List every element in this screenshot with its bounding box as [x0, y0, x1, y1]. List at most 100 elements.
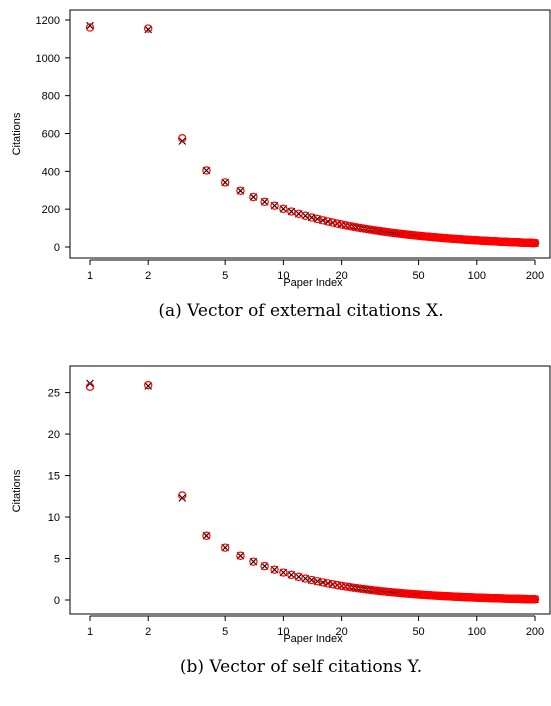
y-tick-label: 0 — [54, 595, 60, 607]
x-axis-title-a: Paper Index — [283, 277, 343, 289]
circle-point — [236, 186, 245, 195]
y-tick-label: 600 — [42, 129, 60, 141]
circle-point — [328, 580, 337, 589]
y-tick-label: 800 — [42, 91, 60, 103]
circle-point — [530, 238, 540, 248]
y-tick-label: 200 — [42, 204, 60, 216]
x-tick-label: 100 — [468, 270, 486, 282]
circle-point — [365, 225, 375, 234]
y-tick-label: 1000 — [36, 53, 60, 65]
circle-point — [270, 201, 279, 210]
circle-point — [301, 211, 310, 220]
y-axis-title-b: Citations — [11, 469, 23, 512]
x-tick-label: 50 — [412, 270, 424, 282]
circle-point — [144, 24, 153, 33]
circle-point — [85, 23, 95, 32]
x-tick-label: 2 — [145, 626, 151, 638]
circle-point — [318, 578, 328, 587]
circle-point — [313, 214, 322, 224]
x-tick-label: 20 — [335, 626, 347, 638]
y-axis-title-a: Citations — [11, 112, 23, 155]
circle-point — [368, 586, 378, 595]
circle-point — [202, 531, 211, 540]
y-tick-label: 1200 — [36, 15, 60, 27]
y-tick-label: 25 — [48, 388, 60, 400]
circle-point — [249, 192, 258, 202]
x-tick-label: 5 — [222, 626, 228, 638]
circle-point — [220, 543, 230, 552]
x-axis-a: 1 2 5 10 20 50 100 200 — [87, 259, 544, 282]
x-tick-label: 1 — [87, 270, 93, 282]
x-tick-label: 50 — [412, 626, 424, 638]
circle-point — [144, 380, 153, 390]
x-tick-label: 20 — [335, 270, 347, 282]
cross-point — [178, 137, 187, 145]
circle-point — [359, 584, 368, 594]
circle-point — [249, 557, 258, 566]
circle-point — [287, 207, 296, 216]
y-tick-label: 15 — [48, 471, 60, 483]
x-tick-label: 10 — [277, 270, 289, 282]
cross-point — [86, 21, 94, 30]
y-tick-label: 10 — [48, 512, 60, 524]
circle-point — [279, 568, 288, 577]
circle-point — [178, 491, 187, 500]
x-axis-b: 1 2 5 10 20 50 100 200 — [87, 615, 544, 638]
x-tick-label: 200 — [526, 626, 544, 638]
circle-point — [307, 213, 316, 222]
circle-point — [236, 551, 245, 560]
caption-a: (a) Vector of external citations X. — [158, 301, 443, 321]
circle-point — [260, 197, 269, 207]
y-tick-label: 5 — [54, 554, 60, 566]
circle-point — [301, 574, 310, 583]
circle-point — [307, 575, 316, 585]
y-tick-label: 400 — [42, 166, 60, 178]
circle-point — [318, 216, 328, 225]
x-tick-label: 100 — [468, 626, 486, 638]
circle-point — [202, 166, 211, 175]
circle-point — [270, 565, 279, 574]
circle-point — [365, 585, 375, 595]
circle-point — [260, 561, 269, 571]
circle-point — [220, 178, 230, 187]
circle-point — [341, 221, 350, 230]
circle-point — [178, 134, 187, 143]
circle-point — [371, 226, 380, 235]
circle-point — [368, 225, 378, 235]
circle-point — [85, 382, 95, 391]
circle-point — [356, 584, 365, 593]
circle-point — [287, 570, 296, 580]
circle-point — [362, 585, 372, 594]
points-a — [85, 21, 540, 248]
points-b — [85, 379, 540, 604]
x-axis-title-b: Paper Index — [283, 633, 343, 645]
y-axis-a: 0 200 400 600 800 1000 1200 — [36, 15, 71, 254]
x-tick-label: 5 — [222, 270, 228, 282]
caption-b: (b) Vector of self citations Y. — [180, 657, 422, 677]
x-tick-label: 2 — [145, 270, 151, 282]
y-tick-label: 0 — [54, 242, 60, 254]
x-tick-label: 200 — [526, 270, 544, 282]
circle-point — [362, 224, 372, 234]
circle-point — [323, 579, 333, 588]
cross-point — [178, 494, 187, 502]
circle-point — [337, 581, 346, 591]
circle-point — [313, 577, 322, 586]
circle-point — [371, 586, 380, 595]
circle-point — [333, 219, 342, 228]
panel-a: 0 200 400 600 800 1000 1200 1 2 5 10 20 50 100 200 Ci… — [11, 9, 551, 321]
circle-point — [356, 223, 365, 233]
x-tick-label: 1 — [87, 626, 93, 638]
y-tick-label: 20 — [48, 429, 60, 441]
circle-point — [341, 582, 350, 591]
x-tick-label: 10 — [277, 626, 289, 638]
circle-point — [374, 586, 383, 596]
y-axis-b: 0 5 10 15 20 25 — [48, 388, 71, 607]
circle-point — [328, 218, 337, 227]
circle-point — [337, 220, 346, 229]
circle-point — [333, 580, 342, 590]
circle-point — [530, 595, 540, 604]
circle-point — [279, 204, 288, 214]
